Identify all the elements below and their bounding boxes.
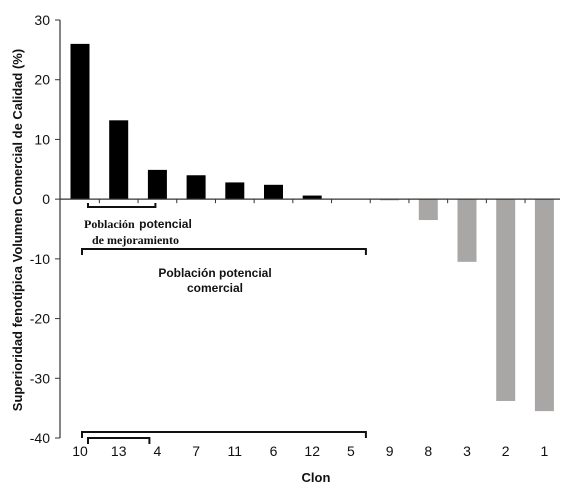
axes-group [55, 19, 560, 439]
bar-clon-2 [496, 199, 516, 401]
commercial-bracket-middle [81, 248, 367, 255]
y-tick-label: -20 [30, 311, 50, 327]
commercial-population-label-line2: comercial [187, 281, 243, 295]
x-tick-label: 5 [347, 443, 355, 459]
bar-clon-4 [147, 169, 167, 200]
x-tick-label: 13 [111, 443, 127, 459]
x-tick-label: 7 [192, 443, 200, 459]
x-tick-label: 1 [541, 443, 549, 459]
x-tick-label: 8 [424, 443, 432, 459]
y-tick-label: 0 [42, 191, 50, 207]
y-tick-label: 30 [34, 12, 50, 28]
y-tick-labels: -40 -30 -20 -10 0 10 20 30 [30, 12, 50, 446]
x-tick-label: 3 [463, 443, 471, 459]
improvement-bracket-bottom [87, 437, 151, 444]
bar-clon-13 [109, 120, 129, 200]
x-axis-title: Clon [302, 470, 331, 483]
bar-clon-12 [302, 195, 322, 200]
group-brackets [81, 203, 367, 444]
bar-clon-7 [186, 175, 206, 200]
y-tick-label: 10 [34, 131, 50, 147]
bar-clon-1 [534, 199, 554, 412]
x-tick-label: 4 [154, 443, 162, 459]
commercial-population-label-line1: Población potencial [158, 266, 271, 280]
x-tick-label: 2 [502, 443, 510, 459]
improvement-label-prefix: Población [84, 217, 135, 231]
y-tick-label: -40 [30, 430, 50, 446]
y-axis-title: Superioridad fenotípica Volumen Comercia… [10, 49, 25, 411]
y-tick-label: -30 [30, 370, 50, 386]
y-tick-label: -10 [30, 251, 50, 267]
improvement-population-label-line2: de mejoramiento [92, 233, 179, 247]
bar-clon-11 [225, 182, 245, 200]
bar-clon-8 [418, 199, 438, 221]
x-tick-label: 12 [304, 443, 320, 459]
x-tick-labels: 10 13 4 7 11 6 12 5 9 8 3 2 1 [72, 443, 548, 459]
x-tick-label: 11 [228, 443, 243, 459]
bar-clon-10 [70, 43, 90, 200]
x-tick-label: 9 [386, 443, 394, 459]
bar-clon-3 [457, 199, 477, 262]
improvement-bracket-top [87, 203, 157, 208]
x-tick-label: 10 [72, 443, 88, 459]
commercial-bracket-bottom [81, 431, 367, 438]
improvement-label-rest: potencial [139, 217, 192, 231]
bar-clon-6 [264, 184, 283, 200]
bars-group [70, 43, 554, 412]
y-tick-label: 20 [34, 72, 50, 88]
improvement-population-label-line1: Población potencial [84, 215, 192, 232]
x-tick-label: 6 [270, 443, 278, 459]
